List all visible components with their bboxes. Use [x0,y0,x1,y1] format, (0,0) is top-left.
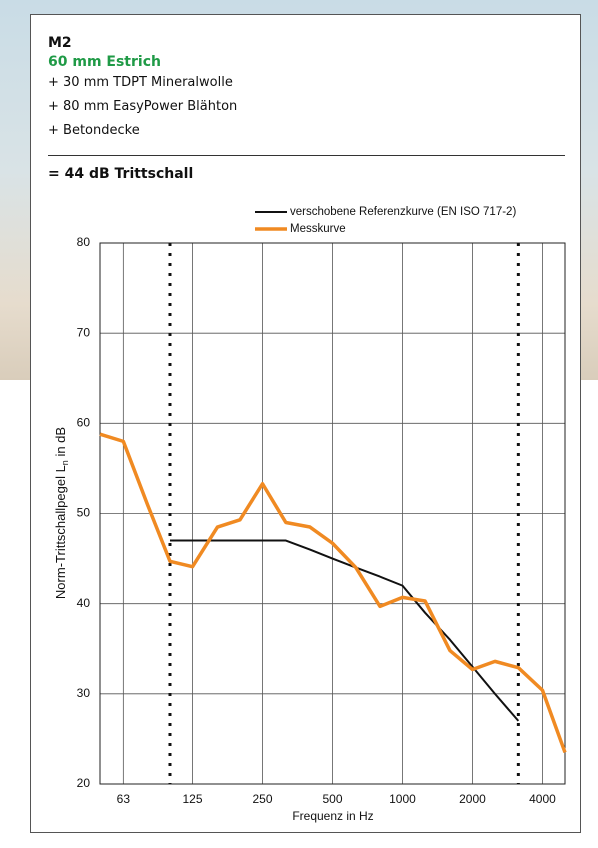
x-tick-label: 125 [183,792,203,806]
legend-label: verschobene Referenzkurve (EN ISO 717-2) [290,206,516,218]
legend-label: Messkurve [290,223,346,235]
y-axis-label-main: Norm-Trittschallpegel L [53,465,68,599]
x-tick-label: 500 [322,792,342,806]
y-tick-label: 20 [77,776,91,790]
page: {"header": {"code": "M2", "title": "60 m… [0,0,598,848]
y-tick-label: 80 [77,235,91,249]
x-tick-label: 63 [117,792,131,806]
y-tick-label: 30 [77,686,91,700]
y-axis-label: Norm-Trittschallpegel Ln in dB [53,427,70,599]
y-tick-label: 60 [77,416,91,430]
x-tick-label: 4000 [529,792,556,806]
chart: Frequenz in Hz Norm-Trittschallpegel Ln … [0,0,598,848]
x-tick-label: 250 [252,792,272,806]
y-axis-label-end: in dB [53,427,68,460]
y-tick-label: 40 [77,596,91,610]
y-tick-label: 50 [77,506,91,520]
x-tick-label: 1000 [389,792,416,806]
x-tick-label: 2000 [459,792,486,806]
x-axis-label: Frequenz in Hz [292,809,373,823]
y-tick-label: 70 [77,325,91,339]
